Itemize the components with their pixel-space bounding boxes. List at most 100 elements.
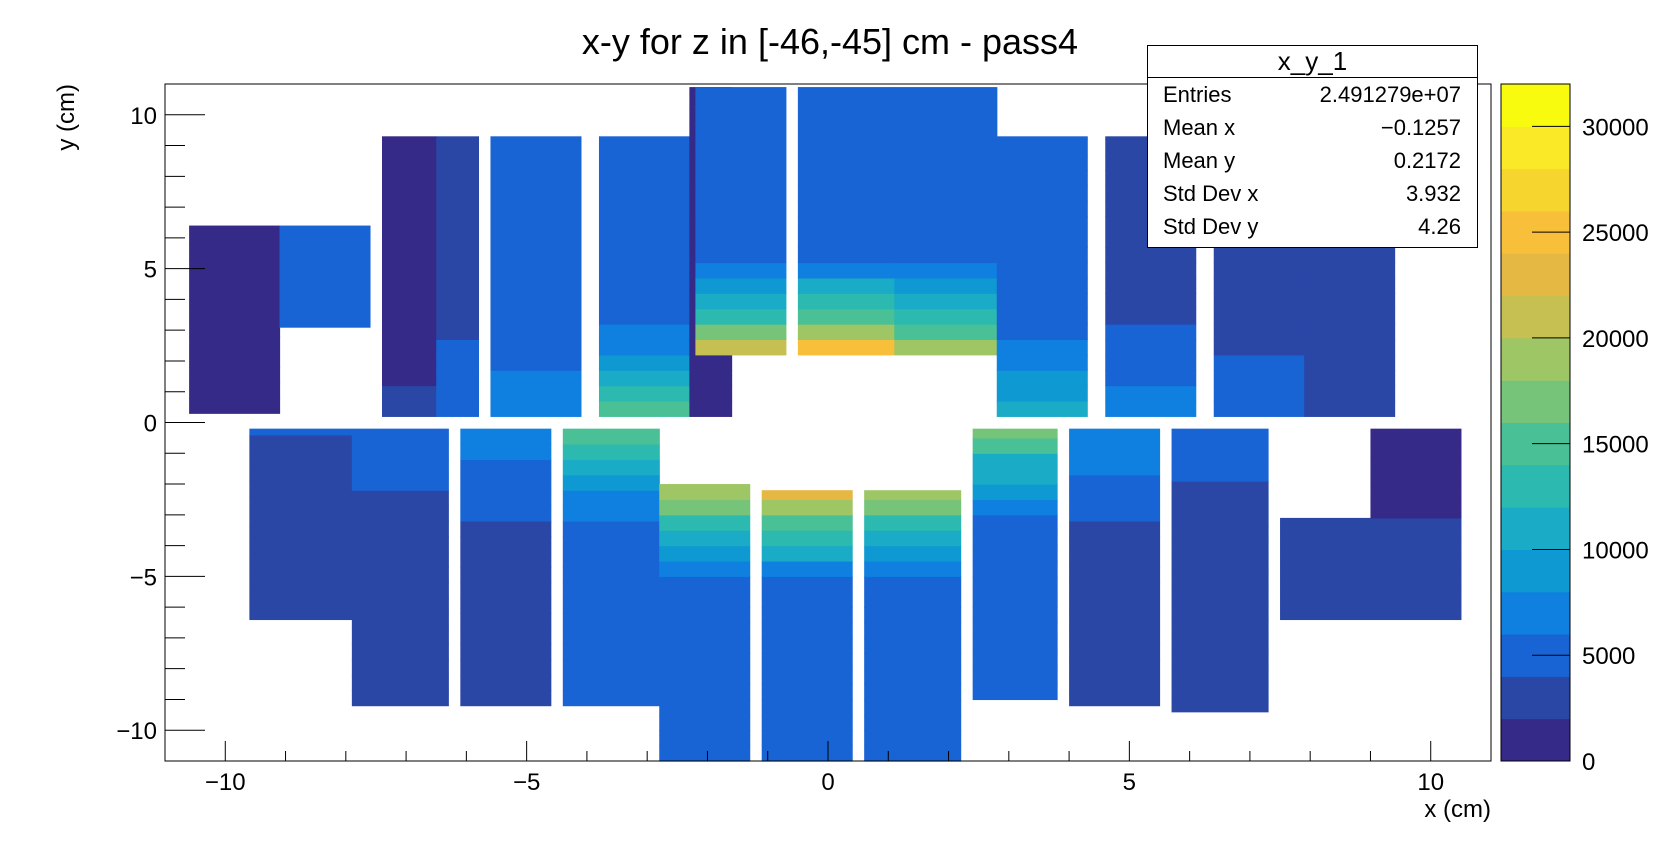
heatmap-cell: [1069, 428, 1161, 445]
heatmap-cell: [894, 308, 998, 325]
stats-value: 4.26: [1418, 214, 1461, 239]
heatmap-cell: [490, 262, 582, 279]
heatmap-cell: [460, 582, 552, 599]
heatmap-cell: [1213, 339, 1305, 356]
heatmap-cell: [1171, 680, 1269, 697]
heatmap-cell: [1069, 674, 1161, 691]
heatmap-cell: [351, 597, 449, 614]
heatmap-cell: [490, 216, 582, 233]
heatmap-cell: [864, 607, 962, 624]
heatmap-cell: [1069, 567, 1161, 584]
heatmap-cell: [761, 745, 853, 762]
heatmap-cell: [972, 653, 1058, 670]
y-axis-label: y (cm): [53, 84, 80, 151]
heatmap-cell: [490, 324, 582, 341]
heatmap-cell: [598, 262, 690, 279]
x-axis-label: x (cm): [1424, 796, 1491, 823]
colorbar-band: [1501, 168, 1570, 212]
heatmap-cell: [1171, 665, 1269, 682]
heatmap-cell: [761, 668, 853, 685]
heatmap-cell: [460, 659, 552, 676]
heatmap-cell: [972, 576, 1058, 593]
y-tick-label: −10: [116, 718, 157, 745]
heatmap-cell: [797, 108, 895, 125]
colorbar-band: [1501, 507, 1570, 550]
heatmap-cell: [996, 400, 1088, 417]
heatmap-cell: [797, 185, 895, 202]
heatmap-cell: [797, 154, 895, 171]
heatmap-cell: [659, 668, 751, 685]
heatmap-cell: [279, 234, 371, 251]
heatmap-cell: [1280, 557, 1462, 574]
heatmap-cell: [436, 200, 480, 217]
heatmap-cell: [351, 567, 449, 584]
heatmap-cell: [1069, 474, 1161, 491]
heatmap-cell: [490, 247, 582, 264]
heatmap-cell: [894, 108, 998, 125]
heatmap-cell: [490, 136, 582, 140]
heatmap-cell: [562, 659, 660, 676]
y-tick-label: 5: [144, 257, 157, 284]
heatmap-cell: [797, 277, 895, 294]
heatmap-cell: [797, 231, 895, 248]
colorbar-tick-label: 5000: [1582, 643, 1635, 670]
heatmap-cell: [436, 216, 480, 233]
heatmap-cell: [490, 370, 582, 387]
heatmap-cell: [1171, 634, 1269, 651]
heatmap-cell: [460, 520, 552, 537]
y-tick-label: −5: [130, 564, 157, 591]
heatmap-cell: [490, 354, 582, 371]
heatmap-cell: [864, 545, 962, 562]
heatmap-cell: [1171, 511, 1269, 528]
color-scale: 0 5000 10000 15000 20000 25000 30000: [1500, 83, 1649, 776]
heatmap-cell: [689, 354, 733, 371]
heatmap-cell: [894, 324, 998, 341]
heatmap-cell: [1213, 354, 1305, 371]
stats-label: Std Dev y: [1163, 214, 1259, 239]
stats-label: Mean y: [1163, 148, 1236, 173]
heatmap-cell: [864, 560, 962, 577]
colorbar-tick-label: 25000: [1582, 220, 1649, 247]
heatmap-cell: [996, 139, 1088, 156]
heatmap-cell: [864, 591, 962, 608]
heatmap-cell: [972, 453, 1058, 470]
heatmap-cell: [381, 400, 437, 417]
heatmap-cell: [381, 200, 437, 217]
heatmap-cell: [351, 474, 449, 491]
heatmap-cell: [249, 527, 353, 544]
colorbar-tick-label: 0: [1582, 749, 1595, 776]
heatmap-cell: [1171, 650, 1269, 667]
heatmap-cell: [695, 139, 787, 156]
heatmap-cell: [894, 170, 998, 187]
heatmap-cell: [797, 200, 895, 217]
heatmap-cell: [659, 607, 751, 624]
heatmap-cell: [659, 560, 751, 577]
heatmap-cell: [249, 496, 353, 513]
heatmap-cell: [761, 699, 853, 716]
heatmap-cell: [562, 551, 660, 568]
heatmap-cell: [381, 385, 437, 402]
heatmap-cell: [864, 730, 962, 747]
heatmap-cell: [460, 428, 552, 445]
heatmap-cell: [972, 668, 1058, 685]
heatmap-cell: [351, 659, 449, 676]
heatmap-cell: [996, 262, 1088, 279]
heatmap-cell: [797, 124, 895, 140]
stats-row-std-dev-x: Std Dev x 3.932: [1148, 177, 1477, 210]
heatmap-cell: [436, 277, 480, 294]
heatmap-cell: [761, 730, 853, 747]
heatmap-cell: [189, 351, 281, 368]
heatmap-cell: [1280, 517, 1462, 528]
colorbar-tick-label: 15000: [1582, 432, 1649, 459]
heatmap-cell: [1171, 496, 1269, 513]
heatmap-cell: [1171, 696, 1269, 713]
heatmap-cell: [1171, 480, 1269, 497]
heatmap-cell: [894, 293, 998, 310]
chart-title: x-y for z in [-46,-45] cm - pass4: [582, 21, 1078, 62]
heatmap-cell: [972, 484, 1058, 501]
heatmap-cell: [460, 644, 552, 661]
colorbar-band: [1501, 253, 1570, 297]
heatmap-cell: [894, 154, 998, 171]
heatmap-cell: [797, 262, 895, 279]
heatmap-cell: [689, 385, 733, 402]
